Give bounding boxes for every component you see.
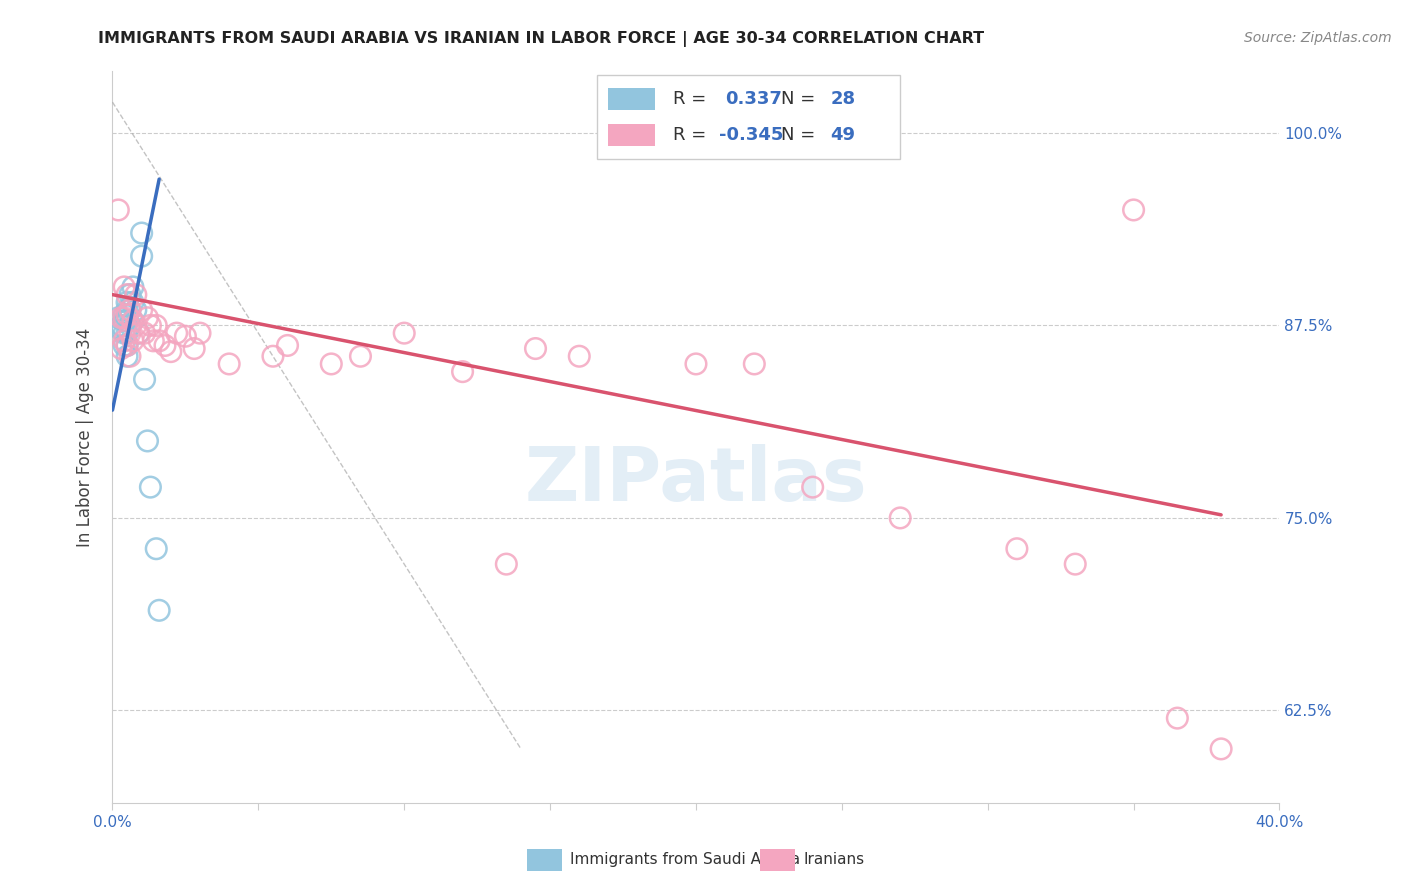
Point: [131, 249, 153, 263]
Point: [118, 326, 141, 340]
Point: [115, 303, 138, 318]
Text: 28: 28: [830, 90, 855, 108]
Point: [112, 310, 135, 325]
Point: [142, 334, 165, 348]
Point: [115, 338, 138, 352]
Point: [1005, 541, 1028, 556]
Point: [107, 310, 129, 325]
Point: [131, 303, 153, 318]
Point: [139, 318, 162, 333]
Point: [134, 326, 156, 340]
Point: [1122, 202, 1144, 217]
Point: [1166, 711, 1188, 725]
Point: [110, 342, 132, 356]
Point: [218, 357, 240, 371]
Text: R =: R =: [672, 126, 711, 144]
Point: [276, 338, 298, 352]
Point: [451, 365, 474, 379]
Point: [115, 295, 138, 310]
Point: [115, 349, 138, 363]
Point: [685, 357, 707, 371]
Point: [524, 342, 547, 356]
Point: [112, 334, 135, 348]
Point: [321, 357, 343, 371]
Point: [145, 318, 167, 333]
Point: [107, 202, 129, 217]
Point: [115, 326, 138, 340]
Point: [131, 226, 153, 240]
Point: [115, 308, 138, 322]
Text: IMMIGRANTS FROM SAUDI ARABIA VS IRANIAN IN LABOR FORCE | AGE 30-34 CORRELATION C: IMMIGRANTS FROM SAUDI ARABIA VS IRANIAN …: [98, 31, 984, 47]
Bar: [609, 88, 655, 110]
Point: [115, 314, 138, 328]
Text: -0.345: -0.345: [720, 126, 783, 144]
Bar: [761, 849, 796, 871]
Text: Iranians: Iranians: [803, 853, 865, 867]
Point: [122, 314, 145, 328]
Point: [1209, 742, 1232, 756]
Text: 49: 49: [830, 126, 855, 144]
Point: [122, 334, 145, 348]
Point: [110, 310, 132, 325]
Point: [160, 344, 183, 359]
Point: [174, 329, 197, 343]
Point: [394, 326, 416, 340]
Point: [112, 308, 135, 322]
Point: [128, 326, 150, 340]
Text: R =: R =: [672, 90, 711, 108]
Point: [134, 372, 156, 386]
Text: Source: ZipAtlas.com: Source: ZipAtlas.com: [1244, 31, 1392, 45]
Text: Immigrants from Saudi Arabia: Immigrants from Saudi Arabia: [569, 853, 800, 867]
Point: [112, 338, 135, 352]
Point: [148, 603, 170, 617]
Point: [742, 357, 765, 371]
Point: [112, 326, 135, 340]
Point: [122, 295, 145, 310]
Text: 0.337: 0.337: [725, 90, 782, 108]
Bar: [609, 124, 655, 146]
Point: [1064, 557, 1087, 571]
Point: [495, 557, 517, 571]
Point: [166, 326, 188, 340]
Point: [262, 349, 284, 363]
Point: [188, 326, 211, 340]
Y-axis label: In Labor Force | Age 30-34: In Labor Force | Age 30-34: [76, 327, 94, 547]
Point: [115, 338, 138, 352]
Point: [115, 287, 138, 301]
Point: [118, 318, 141, 333]
Bar: [527, 849, 562, 871]
FancyBboxPatch shape: [596, 75, 900, 159]
Text: N =: N =: [782, 126, 821, 144]
Point: [183, 342, 205, 356]
Point: [125, 318, 148, 333]
Point: [118, 303, 141, 318]
Point: [153, 338, 176, 352]
Text: N =: N =: [782, 90, 821, 108]
Point: [801, 480, 824, 494]
Point: [122, 314, 145, 328]
Point: [128, 326, 150, 340]
Point: [125, 287, 148, 301]
Point: [349, 349, 371, 363]
Point: [139, 480, 162, 494]
Point: [110, 318, 132, 333]
Point: [118, 349, 141, 363]
Point: [112, 314, 135, 328]
Point: [148, 334, 170, 348]
Point: [122, 280, 145, 294]
Point: [118, 287, 141, 301]
Point: [136, 310, 159, 325]
Point: [118, 303, 141, 318]
Text: ZIPatlas: ZIPatlas: [524, 444, 868, 517]
Point: [136, 434, 159, 448]
Point: [568, 349, 591, 363]
Point: [889, 511, 911, 525]
Point: [125, 303, 148, 318]
Point: [145, 541, 167, 556]
Point: [112, 280, 135, 294]
Point: [110, 323, 132, 337]
